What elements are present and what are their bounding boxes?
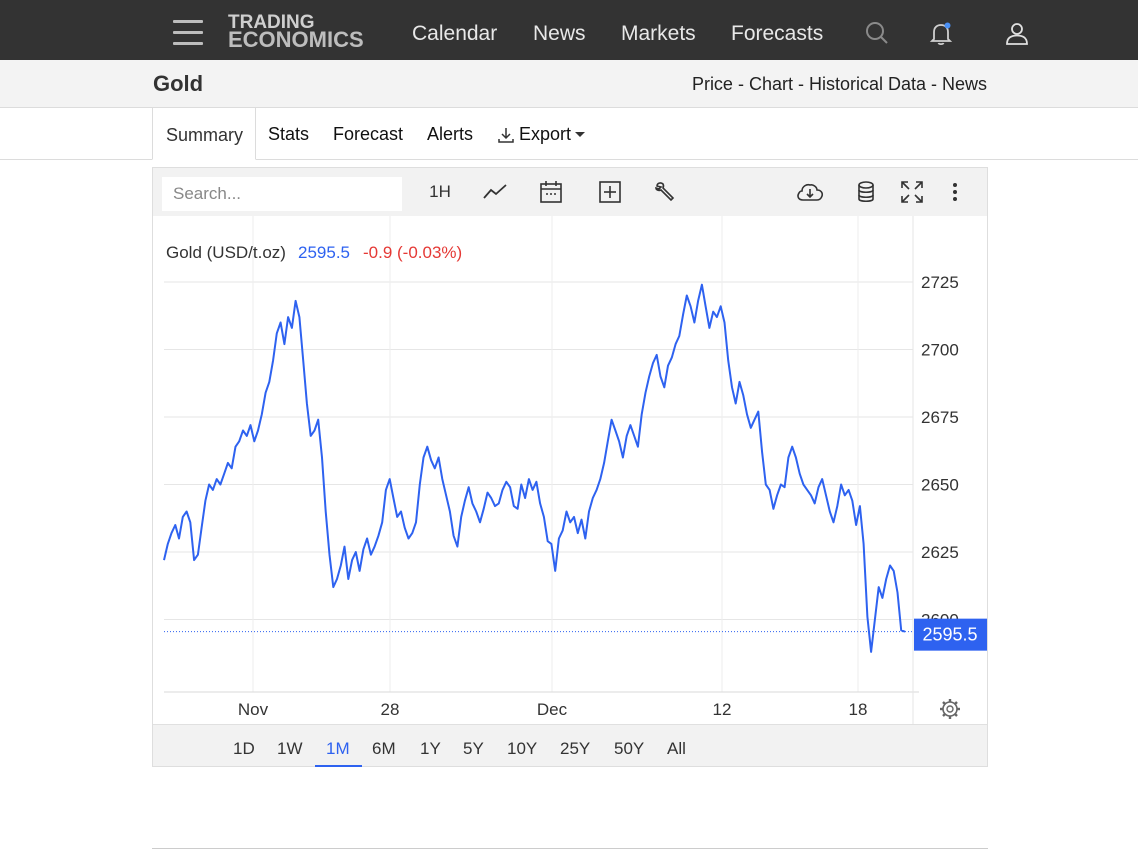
logo-line2: ECONOMICS: [228, 27, 364, 52]
tabs-bar: Summary Stats Forecast Alerts Export: [0, 107, 1138, 160]
logo[interactable]: TRADING ECONOMICS: [228, 12, 373, 54]
tab-stats[interactable]: Stats: [268, 124, 310, 144]
chart-grid: [164, 216, 919, 724]
search-icon[interactable]: [864, 20, 890, 46]
page-header: Gold Price - Chart - Historical Data - N…: [0, 60, 1138, 108]
y-tick-label: 2675: [921, 408, 959, 427]
line-chart-icon[interactable]: [482, 178, 508, 206]
menu-icon[interactable]: [173, 20, 203, 45]
range-1y[interactable]: 1Y: [420, 739, 441, 758]
x-tick-label: Dec: [537, 700, 568, 719]
download-icon: [498, 127, 514, 143]
price-tag-label: 2595.5: [922, 625, 977, 645]
range-50y[interactable]: 50Y: [614, 739, 645, 758]
add-indicator-icon[interactable]: [598, 178, 622, 206]
range-25y[interactable]: 25Y: [560, 739, 591, 758]
price-series-line: [163, 283, 906, 653]
range-1m[interactable]: 1M: [326, 739, 350, 758]
range-all[interactable]: All: [667, 739, 686, 758]
nav-markets-link[interactable]: Markets: [621, 22, 696, 45]
range-10y[interactable]: 10Y: [507, 739, 538, 758]
page-title: Gold: [153, 71, 204, 96]
x-tick-label: 12: [713, 700, 732, 719]
fullscreen-icon[interactable]: [900, 178, 924, 206]
tab-summary-label: Summary: [166, 125, 244, 145]
chart-panel: 1H Gold (USD/t.oz) 2595.5 -0.9 (-0.03%): [152, 167, 988, 767]
wrench-icon[interactable]: [653, 178, 677, 206]
chart-title: Gold (USD/t.oz): [166, 243, 286, 262]
top-navbar: TRADING ECONOMICS Calendar News Markets …: [0, 0, 1138, 60]
x-tick-label: Nov: [238, 700, 269, 719]
tab-forecast[interactable]: Forecast: [333, 124, 404, 144]
more-options-icon[interactable]: [949, 178, 961, 206]
export-label: Export: [519, 124, 572, 144]
chart-toolbar: 1H: [153, 168, 987, 216]
cloud-download-icon[interactable]: [795, 178, 825, 206]
symbol-search-input[interactable]: [162, 177, 402, 211]
range-1d[interactable]: 1D: [233, 739, 255, 758]
range-selector: 1D 1W 1M 6M 1Y 5Y 10Y 25Y 50Y All: [153, 724, 987, 767]
y-tick-label: 2650: [921, 476, 959, 495]
calendar-icon[interactable]: [539, 178, 563, 206]
y-tick-label: 2625: [921, 543, 959, 562]
settings-gear-icon[interactable]: [940, 699, 960, 719]
tab-summary[interactable]: Summary: [152, 107, 256, 160]
price-tag: [914, 618, 987, 651]
y-tick-label: 2725: [921, 273, 959, 292]
x-axis: Nov 28 Dec 12 18: [238, 700, 868, 719]
range-active-indicator: [315, 765, 362, 767]
bell-icon[interactable]: [928, 20, 954, 46]
export-dropdown[interactable]: Export: [496, 124, 586, 145]
nav-news-link[interactable]: News: [533, 22, 586, 45]
tab-alerts[interactable]: Alerts: [427, 124, 474, 144]
user-icon[interactable]: [1004, 20, 1030, 46]
y-axis: 260026252650267527002725: [921, 273, 959, 630]
caret-down-icon: [575, 131, 586, 137]
chart-last-price: 2595.5: [298, 243, 350, 262]
x-tick-label: 18: [849, 700, 868, 719]
database-icon[interactable]: [855, 178, 877, 206]
header-links[interactable]: Price - Chart - Historical Data - News: [691, 74, 987, 94]
range-1w[interactable]: 1W: [277, 739, 303, 758]
range-6m[interactable]: 6M: [372, 739, 396, 758]
nav-calendar-link[interactable]: Calendar: [412, 22, 498, 45]
range-5y[interactable]: 5Y: [463, 739, 484, 758]
interval-button[interactable]: 1H: [429, 182, 451, 201]
y-tick-label: 2700: [921, 341, 959, 360]
x-tick-label: 28: [381, 700, 400, 719]
price-chart[interactable]: Gold (USD/t.oz) 2595.5 -0.9 (-0.03%) 260…: [153, 216, 987, 724]
logo-line1: TRADING: [228, 12, 315, 33]
chart-change: -0.9 (-0.03%): [363, 243, 462, 262]
nav-forecasts-link[interactable]: Forecasts: [731, 22, 824, 45]
